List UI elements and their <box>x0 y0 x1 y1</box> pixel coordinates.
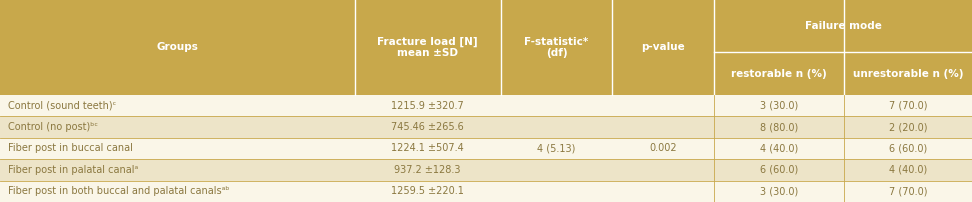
Text: Fiber post in both buccal and palatal canalsᵃᵇ: Fiber post in both buccal and palatal ca… <box>8 186 229 196</box>
Text: 1224.1 ±507.4: 1224.1 ±507.4 <box>392 143 464 154</box>
Text: F-statistic*
(df): F-statistic* (df) <box>524 37 589 58</box>
Text: 0.002: 0.002 <box>649 143 677 154</box>
Text: 1215.9 ±320.7: 1215.9 ±320.7 <box>392 101 464 111</box>
Text: 6 (60.0): 6 (60.0) <box>888 143 927 154</box>
Text: 3 (30.0): 3 (30.0) <box>760 101 798 111</box>
Text: Fracture load [N]
mean ±SD: Fracture load [N] mean ±SD <box>377 37 478 58</box>
Text: p-value: p-value <box>642 42 685 53</box>
Text: Control (no post)ᵇᶜ: Control (no post)ᵇᶜ <box>8 122 98 132</box>
Text: unrestorable n (%): unrestorable n (%) <box>852 68 963 79</box>
Text: 4 (5.13): 4 (5.13) <box>538 143 575 154</box>
Text: 2 (20.0): 2 (20.0) <box>888 122 927 132</box>
Text: 7 (70.0): 7 (70.0) <box>888 186 927 196</box>
Text: 6 (60.0): 6 (60.0) <box>760 165 798 175</box>
Bar <box>0 181 972 202</box>
Bar <box>0 95 972 116</box>
Bar <box>0 0 972 95</box>
Text: 7 (70.0): 7 (70.0) <box>888 101 927 111</box>
Text: 937.2 ±128.3: 937.2 ±128.3 <box>395 165 461 175</box>
Bar <box>0 138 972 159</box>
Bar <box>0 159 972 181</box>
Bar <box>0 116 972 138</box>
Text: 3 (30.0): 3 (30.0) <box>760 186 798 196</box>
Text: Groups: Groups <box>156 42 198 53</box>
Text: 8 (80.0): 8 (80.0) <box>760 122 798 132</box>
Text: Failure mode: Failure mode <box>805 21 882 31</box>
Text: 1259.5 ±220.1: 1259.5 ±220.1 <box>392 186 464 196</box>
Text: Fiber post in palatal canalᵃ: Fiber post in palatal canalᵃ <box>8 165 138 175</box>
Text: restorable n (%): restorable n (%) <box>731 68 827 79</box>
Text: 4 (40.0): 4 (40.0) <box>888 165 927 175</box>
Text: 4 (40.0): 4 (40.0) <box>760 143 798 154</box>
Text: Control (sound teeth)ᶜ: Control (sound teeth)ᶜ <box>8 101 116 111</box>
Text: Fiber post in buccal canal: Fiber post in buccal canal <box>8 143 132 154</box>
Text: 745.46 ±265.6: 745.46 ±265.6 <box>392 122 464 132</box>
